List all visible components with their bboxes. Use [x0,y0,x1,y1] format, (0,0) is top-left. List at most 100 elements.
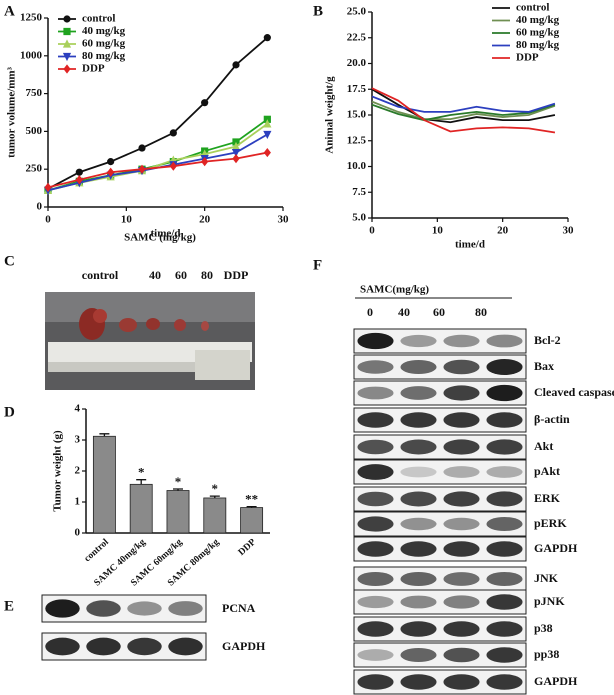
data-point [232,61,240,69]
blot-band [486,594,523,610]
series-line [371,87,556,134]
bar [203,497,227,534]
photo-header: SAMC (mg/kg) [124,232,196,244]
data-point [201,157,209,167]
protein-label: β-actin [534,412,570,426]
blot-band [168,637,203,656]
significance: * [175,474,182,489]
data-point [263,119,272,128]
x-tick-label: control [83,537,111,564]
x-tick-label: 0 [45,214,51,226]
group-label: 80 [201,268,213,282]
significance: * [212,481,219,496]
protein-label: pERK [534,516,567,530]
protein-label: GAPDH [534,541,578,555]
x-tick-label: 20 [497,225,509,237]
lane-label: 0 [367,305,373,319]
legend-label: 60 mg/kg [516,27,560,39]
blot-band [357,571,394,587]
data-point [107,167,115,177]
y-tick-label: 1 [75,496,81,508]
panel-label: A [4,3,15,19]
blot-band [400,674,437,690]
error-bar [209,495,220,498]
blot-band [357,360,394,374]
panel-label: E [4,598,14,614]
y-axis-label: tumor volume/mm³ [6,66,18,157]
y-tick-label: 1250 [20,12,43,24]
lane-label: 60 [433,305,445,319]
y-tick-label: 10.0 [347,160,367,172]
blot-band [486,571,523,587]
data-point [263,34,271,42]
blot-band [400,517,437,531]
protein-label: GAPDH [534,674,578,688]
x-tick-label: 10 [121,214,133,226]
legend-label: DDP [516,52,539,64]
blot-band [400,412,437,428]
protein-label: pAkt [534,464,560,478]
protein-label: Bcl-2 [534,333,561,347]
bar [92,435,116,534]
x-tick-label: 30 [278,214,290,226]
blot-band [443,621,480,637]
blot-band [357,439,394,455]
blot-band [400,386,437,400]
blot-band [486,412,523,428]
legend-label: 60 mg/kg [82,38,126,50]
legend-label: 80 mg/kg [82,50,126,62]
error-bar [246,506,257,508]
tumor-photo [45,292,255,390]
blot-band [400,439,437,455]
blot-band [357,332,394,350]
panel-label: D [4,404,15,420]
legend-label: 80 mg/kg [516,39,560,51]
blot-band [443,334,480,348]
y-tick-label: 750 [26,87,43,99]
blot-band [443,466,480,478]
legend-marker [62,39,72,48]
blot-band [443,412,480,428]
blot-band [486,439,523,455]
blot-band [86,600,121,617]
x-tick-label: 10 [432,225,444,237]
protein-label: Bax [534,359,554,373]
blot-band [127,637,162,656]
blot-band [443,359,480,375]
legend-label: control [516,2,549,14]
legend-marker [62,52,72,62]
blot-band [486,491,523,507]
group-label: DDP [224,268,249,282]
blot-band [127,601,162,616]
panel-label: C [4,253,15,269]
y-tick-label: 2 [75,465,81,477]
error-bar [136,479,147,485]
group-label: 40 [149,268,161,282]
blot-band [400,359,437,375]
blot-band [443,491,480,507]
blot-band [443,541,480,557]
blot-band [357,516,394,532]
x-tick-label: DDP [237,537,258,558]
blot-band [357,464,394,480]
x-tick-label: 20 [199,214,211,226]
legend-label: control [82,13,115,25]
data-point [263,147,271,158]
bar [166,490,190,534]
data-point [263,130,272,140]
series-line [47,151,268,189]
protein-label: GAPDH [222,639,266,653]
error-bar [99,433,110,437]
series-line [371,95,556,113]
data-point [107,158,115,166]
y-tick-label: 25.0 [347,6,367,18]
blot-band [443,595,480,609]
data-point [169,161,177,171]
y-tick-label: 250 [26,163,43,175]
data-point [138,164,146,174]
x-tick-label: 0 [369,225,375,237]
x-tick-label: 30 [563,225,575,237]
blot-band [443,647,480,663]
legend-marker [63,64,71,74]
